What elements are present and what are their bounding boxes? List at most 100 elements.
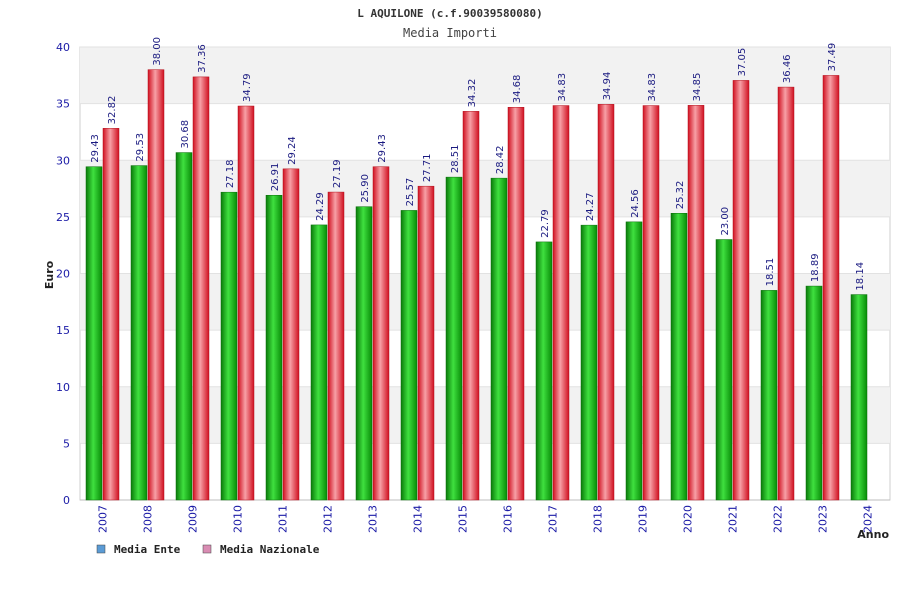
legend-swatch-media-ente [96, 544, 106, 554]
bar-media-nazionale-2014 [417, 185, 435, 501]
y-tick-label: 30 [56, 154, 70, 167]
value-label: 30.68 [180, 120, 191, 149]
y-tick-label: 25 [56, 211, 70, 224]
value-label: 37.49 [827, 43, 838, 72]
bar-media-ente-2010 [220, 191, 238, 501]
bar-media-ente-2019 [625, 221, 643, 501]
x-tick-label: 2015 [457, 505, 470, 533]
x-tick-label: 2024 [862, 505, 875, 533]
value-label: 24.56 [630, 189, 641, 218]
value-label: 34.68 [512, 75, 523, 104]
bar-media-nazionale-2020 [687, 105, 705, 501]
bar-media-nazionale-2007 [102, 128, 120, 501]
value-label: 34.94 [602, 72, 613, 101]
bar-media-nazionale-2012 [327, 191, 345, 501]
value-label: 28.42 [495, 146, 506, 175]
bar-media-nazionale-2010 [237, 105, 255, 501]
bar-media-nazionale-2015 [462, 111, 480, 501]
bar-media-ente-2021 [715, 239, 733, 501]
bar-media-ente-2016 [490, 177, 508, 501]
bars [85, 69, 868, 501]
value-label: 26.91 [270, 163, 281, 192]
bar-media-nazionale-2017 [552, 105, 570, 501]
chart-subtitle: Media Importi [403, 26, 497, 40]
value-label: 37.05 [737, 48, 748, 77]
grid-band [80, 160, 890, 217]
legend-swatch-media-nazionale [202, 544, 212, 554]
value-label: 32.82 [107, 96, 118, 125]
value-label: 34.32 [467, 79, 478, 108]
value-label: 29.24 [287, 136, 298, 165]
bar-media-ente-2009 [175, 152, 193, 501]
bar-media-nazionale-2023 [822, 75, 840, 501]
y-tick-label: 35 [56, 98, 70, 111]
x-axis-ticks: 2007 2008 2009 2010 2011 2012 2013 2014 2015 2016… [97, 505, 875, 533]
bar-media-ente-2020 [670, 213, 688, 501]
x-tick-label: 2014 [412, 505, 425, 533]
x-tick-label: 2010 [232, 505, 245, 533]
value-label: 24.27 [585, 193, 596, 222]
x-tick-label: 2018 [592, 505, 605, 533]
x-tick-label: 2023 [817, 505, 830, 533]
legend-label-media-ente: Media Ente [114, 543, 181, 556]
y-tick-label: 20 [56, 268, 70, 281]
y-tick-label: 0 [63, 494, 70, 507]
bar-media-ente-2011 [265, 194, 283, 501]
bar-media-nazionale-2013 [372, 166, 390, 501]
x-tick-label: 2019 [637, 505, 650, 533]
bar-media-ente-2013 [355, 206, 373, 501]
value-label: 27.19 [332, 159, 343, 188]
bar-media-nazionale-2011 [282, 168, 300, 501]
y-tick-label: 10 [56, 381, 70, 394]
value-label: 29.43 [377, 134, 388, 163]
bar-media-nazionale-2008 [147, 69, 165, 501]
y-tick-label: 15 [56, 324, 70, 337]
value-label: 29.53 [135, 133, 146, 162]
value-label: 38.00 [152, 37, 163, 66]
value-label: 23.00 [720, 207, 731, 236]
value-label: 25.90 [360, 174, 371, 203]
bar-media-nazionale-2009 [192, 76, 210, 501]
chart-title: L AQUILONE (c.f.90039580080) [357, 7, 542, 20]
x-tick-label: 2007 [97, 505, 110, 533]
x-tick-label: 2017 [547, 505, 560, 533]
x-tick-label: 2022 [772, 505, 785, 533]
x-tick-label: 2012 [322, 505, 335, 533]
value-label: 28.51 [450, 144, 461, 173]
bar-media-ente-2012 [310, 224, 328, 501]
y-tick-label: 5 [63, 437, 70, 450]
bar-media-ente-2008 [130, 165, 148, 501]
bar-media-ente-2015 [445, 176, 463, 501]
y-axis-title: Euro [43, 260, 56, 289]
value-label: 27.71 [422, 154, 433, 183]
x-tick-label: 2013 [367, 505, 380, 533]
bar-media-ente-2018 [580, 224, 598, 501]
value-label: 18.51 [765, 258, 776, 287]
bar-media-nazionale-2021 [732, 80, 750, 501]
value-label: 27.18 [225, 160, 236, 189]
x-axis-title: Anno [857, 528, 889, 541]
value-label: 22.79 [540, 209, 551, 238]
legend-label-media-nazionale: Media Nazionale [220, 543, 320, 556]
bar-media-ente-2022 [760, 290, 778, 501]
x-tick-label: 2011 [277, 505, 290, 533]
value-label: 25.32 [675, 181, 686, 210]
value-label: 25.57 [405, 178, 416, 207]
x-tick-label: 2020 [682, 505, 695, 533]
bar-media-ente-2023 [805, 285, 823, 501]
value-label: 24.29 [315, 192, 326, 221]
grid-band [80, 47, 890, 104]
x-tick-label: 2008 [142, 505, 155, 533]
value-labels: 29.43 32.82 29.53 38.00 30.68 37.36 27.18 34.79… [90, 37, 866, 291]
x-tick-label: 2016 [502, 505, 515, 533]
bar-media-ente-2017 [535, 241, 553, 501]
bar-media-nazionale-2022 [777, 86, 795, 501]
bar-media-ente-2014 [400, 210, 418, 501]
bar-media-nazionale-2016 [507, 106, 525, 501]
bar-media-ente-2007 [85, 166, 103, 501]
bar-media-ente-2024 [850, 294, 868, 501]
value-label: 18.89 [810, 253, 821, 282]
value-label: 18.14 [855, 262, 866, 291]
y-tick-label: 40 [56, 41, 70, 54]
